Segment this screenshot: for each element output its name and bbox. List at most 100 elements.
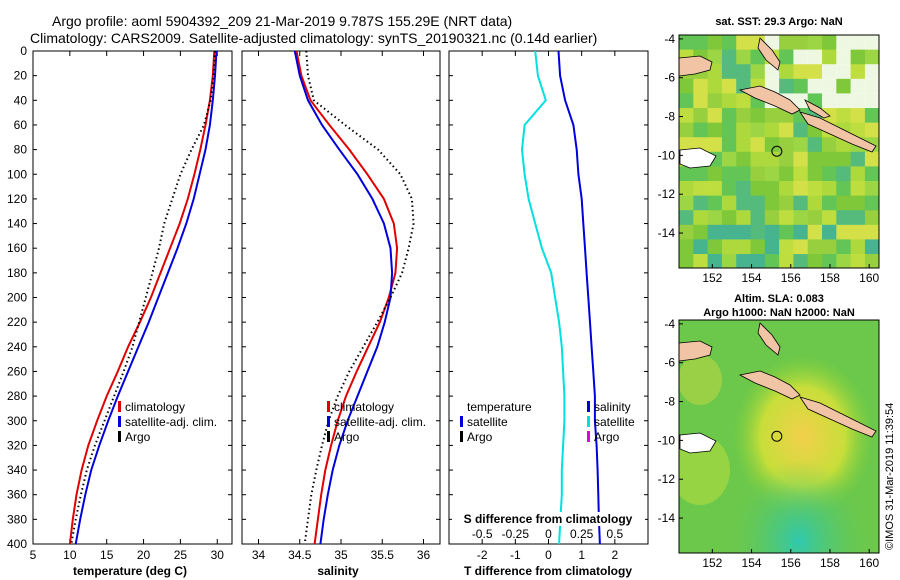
sst-pixel bbox=[793, 195, 808, 211]
sst-pixel bbox=[693, 93, 708, 109]
series-line-climatology bbox=[68, 51, 216, 544]
sst-pixel bbox=[779, 122, 794, 138]
sst-pixel bbox=[736, 49, 751, 65]
sst-pixel bbox=[822, 151, 837, 167]
sst-pixel bbox=[864, 181, 879, 196]
difference-axes bbox=[448, 50, 649, 545]
header-line-2: Climatology: CARS2009. Satellite-adjuste… bbox=[30, 30, 597, 46]
x-tick-label: 34 bbox=[252, 548, 266, 562]
sst-pixel bbox=[707, 181, 723, 196]
sst-pixel bbox=[679, 108, 694, 123]
sst-pixel bbox=[721, 166, 737, 182]
temperature-legend: climatology satellite-adj. clim. Argo bbox=[118, 400, 217, 444]
argo-location-marker bbox=[771, 145, 783, 157]
sst-pixel bbox=[679, 239, 694, 255]
argo-location-marker bbox=[771, 430, 783, 442]
sst-pixel bbox=[750, 210, 766, 226]
sst-pixel bbox=[836, 166, 851, 182]
sst-pixel bbox=[707, 64, 723, 80]
sst-pixel bbox=[864, 78, 879, 94]
sst-pixel bbox=[750, 195, 766, 211]
x-tick-label: 15 bbox=[100, 548, 114, 562]
lat-tick-label: -12 bbox=[658, 187, 676, 201]
sst-pixel bbox=[679, 137, 694, 153]
x2-tick-label: 0 bbox=[545, 527, 552, 541]
legend-label-climatology: climatology bbox=[334, 400, 394, 414]
x-tick-label: -1 bbox=[510, 548, 521, 562]
sst-pixel bbox=[779, 166, 794, 182]
sst-pixel bbox=[850, 195, 866, 211]
legend-swatch-satellite bbox=[327, 416, 330, 427]
sst-pixel bbox=[707, 108, 723, 123]
sst-pixel bbox=[779, 64, 794, 80]
y-tick-label: 220 bbox=[7, 315, 27, 329]
sst-pixel bbox=[736, 137, 751, 153]
sst-pixel bbox=[736, 195, 751, 211]
sst-pixel bbox=[707, 224, 723, 240]
sst-pixel bbox=[707, 239, 723, 255]
sst-pixel bbox=[836, 181, 851, 196]
sst-pixel bbox=[850, 64, 866, 80]
sst-pixel bbox=[807, 49, 823, 65]
sst-pixel bbox=[750, 151, 766, 167]
s-difference-xlabel: S difference from climatology bbox=[464, 512, 633, 526]
sst-pixel bbox=[864, 224, 879, 240]
sst-pixel bbox=[764, 210, 780, 226]
sst-pixel bbox=[836, 93, 851, 109]
sst-pixel bbox=[807, 254, 823, 268]
legend-swatch-s-title bbox=[587, 401, 590, 412]
lat-tick-label: -8 bbox=[664, 110, 675, 124]
y-tick-label: 60 bbox=[14, 118, 28, 132]
legend-label-argo: Argo bbox=[125, 430, 151, 444]
series-line-t-satellite bbox=[557, 51, 601, 544]
s-difference-tick-labels: -0.5 -0.25 0 0.25 0.5 bbox=[472, 527, 624, 541]
x-tick-label: 30 bbox=[211, 548, 225, 562]
sst-pixel bbox=[807, 137, 823, 153]
sst-pixel bbox=[721, 151, 737, 167]
sst-pixel bbox=[721, 254, 737, 268]
legend-swatch-climatology bbox=[327, 401, 330, 412]
sst-pixel bbox=[693, 210, 708, 226]
sst-pixel bbox=[822, 49, 837, 65]
sst-pixel bbox=[793, 239, 808, 255]
sst-pixel bbox=[836, 224, 851, 240]
sst-map-title: sat. SST: 29.3 Argo: NaN bbox=[715, 16, 842, 28]
y-tick-label: 40 bbox=[14, 93, 28, 107]
sst-pixel bbox=[764, 122, 780, 138]
sst-pixel bbox=[693, 195, 708, 211]
legend-label-climatology: climatology bbox=[125, 400, 185, 414]
t-difference-tick-labels: -2 -1 0 1 2 bbox=[449, 50, 648, 562]
t-difference-xlabel: T difference from climatology bbox=[464, 564, 632, 578]
sst-pixel bbox=[850, 108, 866, 123]
y-tick-label: 340 bbox=[7, 463, 27, 477]
x-tick-label: 34.5 bbox=[288, 548, 312, 562]
x-tick-label: 2 bbox=[611, 548, 618, 562]
sst-pixel bbox=[707, 137, 723, 153]
lon-tick-label: 160 bbox=[859, 556, 879, 570]
sst-pixel bbox=[779, 239, 794, 255]
sst-pixel bbox=[864, 108, 879, 123]
sst-pixel bbox=[721, 78, 737, 94]
sst-pixel bbox=[864, 35, 879, 50]
sst-pixel bbox=[822, 224, 837, 240]
sst-map-frame bbox=[678, 34, 880, 269]
y-tick-label: 80 bbox=[14, 143, 28, 157]
sst-pixel bbox=[779, 151, 794, 167]
sst-map-image bbox=[679, 35, 879, 268]
sst-pixel bbox=[721, 210, 737, 226]
sst-pixel bbox=[721, 137, 737, 153]
sst-pixel bbox=[864, 151, 879, 167]
lat-tick-label: -12 bbox=[658, 472, 676, 486]
legend-label-satellite: satellite-adj. clim. bbox=[125, 415, 217, 429]
lat-tick-label: -14 bbox=[658, 226, 676, 240]
sst-pixel bbox=[864, 254, 879, 268]
sst-pixel bbox=[707, 35, 723, 50]
sst-pixel bbox=[836, 254, 851, 268]
sst-pixel bbox=[822, 78, 837, 94]
sst-pixel bbox=[764, 166, 780, 182]
sst-pixel bbox=[679, 35, 694, 50]
legend-swatch-argo bbox=[118, 431, 121, 442]
sst-pixel bbox=[764, 137, 780, 153]
y-tick-label: 240 bbox=[7, 340, 27, 354]
sst-pixel bbox=[707, 78, 723, 94]
